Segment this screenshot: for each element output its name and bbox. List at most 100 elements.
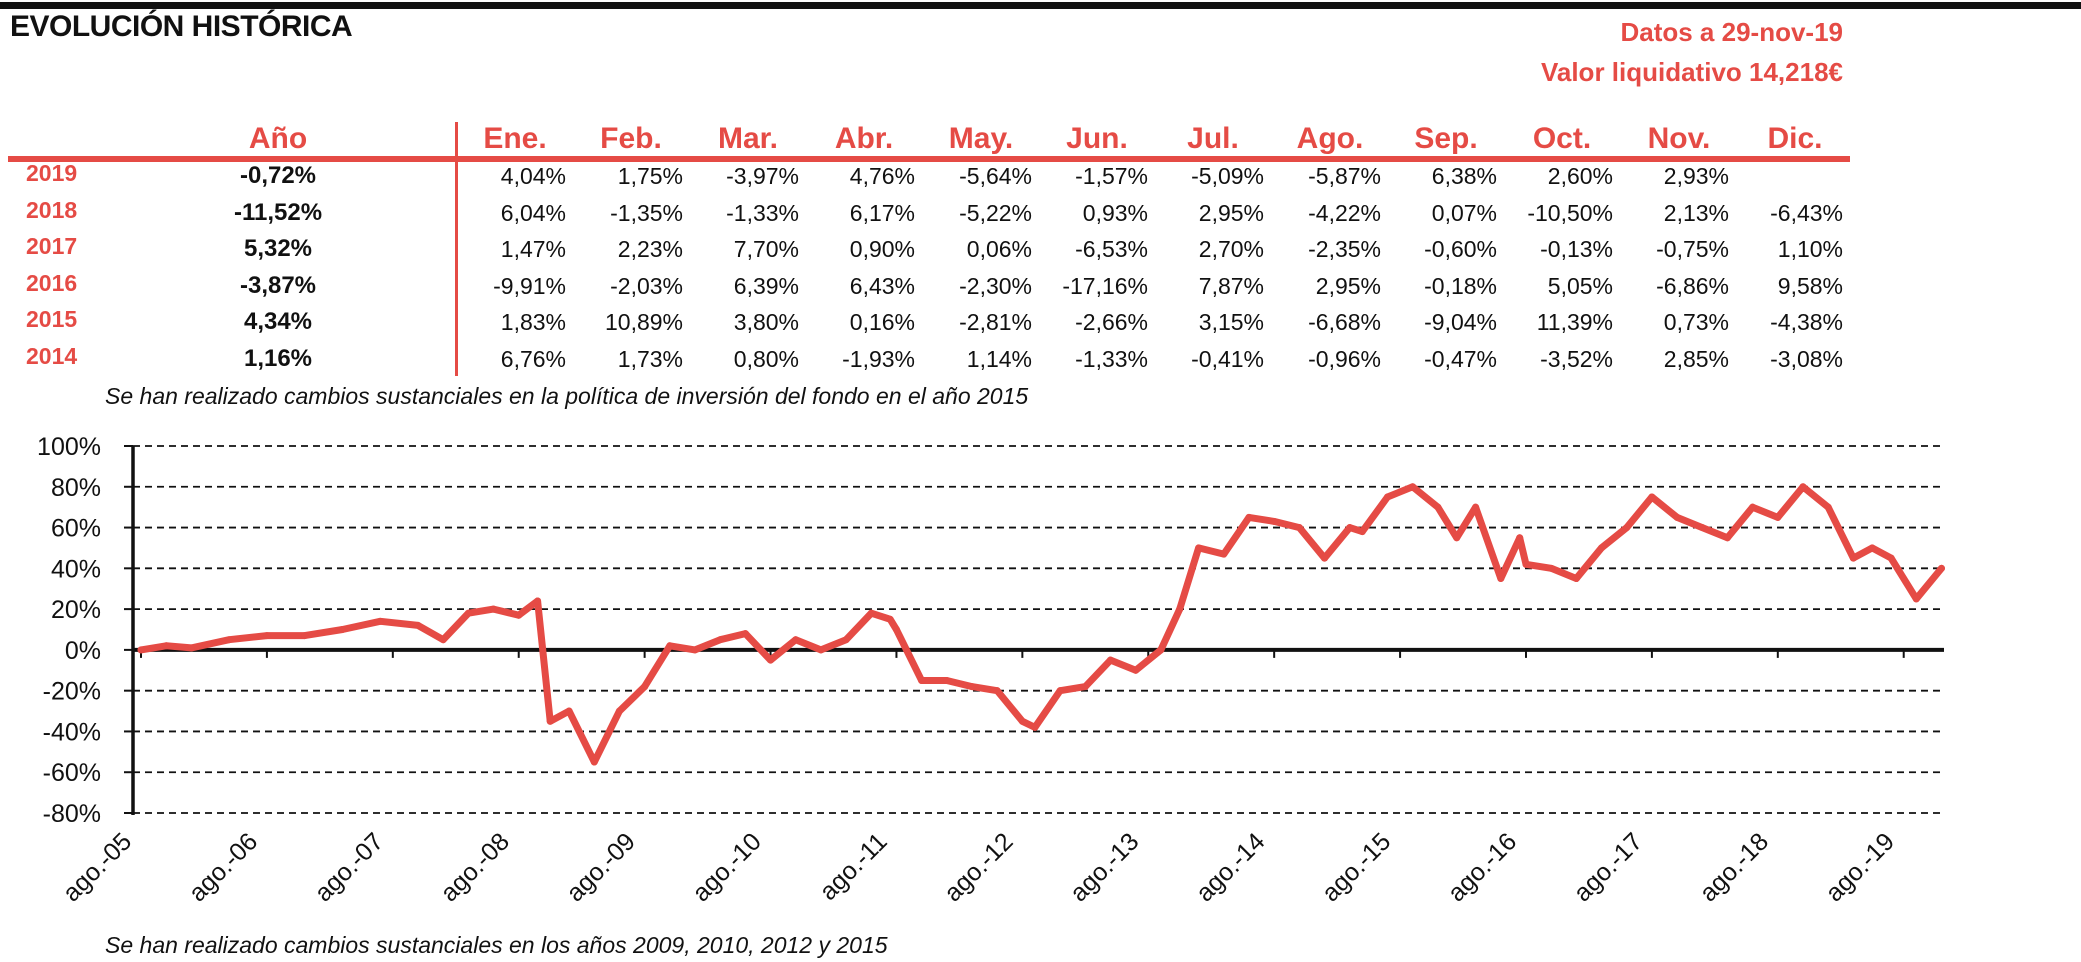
data-point: [515, 611, 523, 619]
data-point: [943, 676, 951, 684]
monthly-return-cell: -6,68%: [1308, 309, 1381, 335]
data-point: [1081, 683, 1089, 691]
data-point: [1799, 483, 1807, 491]
row-year: 2014: [26, 342, 78, 369]
monthly-return-cell: 7,70%: [733, 236, 799, 262]
monthly-return-cell: 6,17%: [849, 199, 915, 226]
monthly-return-cell: 3,80%: [733, 309, 799, 335]
data-point: [968, 683, 976, 691]
monthly-return-cell: 2,13%: [1663, 199, 1729, 226]
data-point: [1912, 595, 1920, 603]
table-note: Se han realizado cambios sustanciales en…: [105, 383, 1029, 409]
monthly-return-cell: 6,43%: [849, 272, 915, 299]
data-point: [1220, 550, 1228, 558]
data-point: [817, 646, 825, 654]
monthly-return-cell: -9,91%: [493, 272, 566, 299]
data-point: [1623, 524, 1631, 532]
month-header: Abr.: [834, 122, 894, 155]
data-point: [886, 615, 894, 623]
x-tick-label: ago.-16: [1442, 827, 1522, 907]
month-header: Feb.: [600, 122, 662, 155]
monthly-return-cell: 2,85%: [1663, 345, 1729, 372]
row-annual-return: 4,34%: [243, 308, 313, 335]
table-row: 2014 1,16% 6,76% 1,73% 0,80% -1,93% 1,14% -1,33…: [0, 343, 1850, 379]
x-tick-label: ago.-15: [1317, 827, 1397, 907]
monthly-return-cell: 1,47%: [500, 236, 566, 262]
data-point: [1018, 717, 1026, 725]
data-point: [1453, 534, 1461, 542]
monthly-return-cell: 3,15%: [1198, 309, 1264, 335]
monthly-return-cell: -0,18%: [1424, 272, 1497, 299]
data-point: [842, 636, 850, 644]
monthly-return-cell: -6,53%: [1075, 236, 1148, 262]
monthly-return-cell: 1,14%: [966, 345, 1032, 372]
data-point: [1157, 646, 1165, 654]
monthly-return-cell: -0,60%: [1424, 236, 1497, 262]
x-tick-label: ago.-05: [57, 827, 137, 907]
row-annual-return: -0,72%: [239, 162, 317, 189]
monthly-return-cell: 2,95%: [1315, 272, 1381, 299]
data-point: [1434, 503, 1442, 511]
data-point: [1723, 534, 1731, 542]
y-tick-label: -40%: [43, 718, 101, 746]
month-header: Jul.: [1187, 122, 1239, 155]
row-year: 2017: [26, 233, 78, 259]
monthly-return-cell: 5,05%: [1547, 272, 1613, 299]
data-point: [1031, 723, 1039, 731]
month-header: Oct.: [1532, 122, 1592, 155]
data-point: [792, 636, 800, 644]
data-point: [301, 632, 309, 640]
x-tick-label: ago.-07: [309, 827, 389, 907]
data-point: [1824, 503, 1832, 511]
monthly-return-cell: -6,43%: [1770, 199, 1843, 226]
data-point: [1516, 534, 1524, 542]
monthly-return-cell: 2,95%: [1198, 199, 1264, 226]
monthly-return-cell: -2,30%: [959, 272, 1032, 299]
table-row: 2017 5,32% 1,47% 2,23% 7,70% 0,90% 0,06% -6,53%…: [0, 233, 1850, 269]
data-point: [1176, 605, 1184, 613]
monthly-return-cell: 0,06%: [966, 236, 1032, 262]
data-point: [1774, 513, 1782, 521]
monthly-return-cell: 0,93%: [1082, 199, 1148, 226]
series: [137, 483, 1945, 766]
y-axis: 100% 80% 60% 40% 20% 0% -20% -40% -60% -80%: [37, 433, 135, 828]
data-point: [1887, 554, 1895, 562]
data-point: [691, 646, 699, 654]
data-point: [1295, 524, 1303, 532]
monthly-returns-table: Año Ene. Feb. Mar. Abr. May. Jun. Jul. Ago. Sep.…: [0, 118, 1850, 378]
data-point: [1937, 564, 1945, 572]
data-point: [1383, 493, 1391, 501]
month-header: Ene.: [483, 122, 547, 155]
data-point: [741, 630, 749, 638]
data-point: [993, 687, 1001, 695]
data-point: [1673, 513, 1681, 521]
monthly-return-cell: 0,07%: [1431, 199, 1497, 226]
data-point: [490, 605, 498, 613]
monthly-return-cell: -5,64%: [959, 163, 1032, 189]
y-tick-label: -60%: [43, 759, 101, 787]
monthly-return-cell: -6,86%: [1656, 272, 1729, 299]
data-point: [1598, 544, 1606, 552]
row-year: 2015: [26, 306, 78, 332]
data-point: [1547, 564, 1555, 572]
data-point: [414, 621, 422, 629]
monthly-return-cell: 2,60%: [1547, 163, 1613, 189]
grid-lines: [133, 445, 1944, 814]
data-point: [1698, 524, 1706, 532]
monthly-return-cell: -1,33%: [726, 199, 799, 226]
x-tick-label: ago.-17: [1568, 827, 1648, 907]
month-header: Nov.: [1647, 122, 1711, 155]
month-header: Ago.: [1296, 122, 1364, 155]
monthly-return-cell: -9,04%: [1424, 309, 1497, 335]
monthly-return-cell: -1,35%: [610, 199, 683, 226]
data-point: [1270, 517, 1278, 525]
monthly-return-cell: -17,16%: [1062, 272, 1148, 299]
table-row: 2015 4,34% 1,83% 10,89% 3,80% 0,16% -2,81% -2,6…: [0, 306, 1850, 342]
year-column-header: Año: [248, 122, 308, 155]
row-annual-return: -3,87%: [239, 271, 317, 299]
row-annual-return: 1,16%: [243, 344, 313, 372]
data-point: [641, 683, 649, 691]
y-tick-label: 60%: [51, 515, 101, 543]
monthly-return-cell: 0,80%: [733, 345, 799, 372]
monthly-return-cell: -0,47%: [1424, 345, 1497, 372]
